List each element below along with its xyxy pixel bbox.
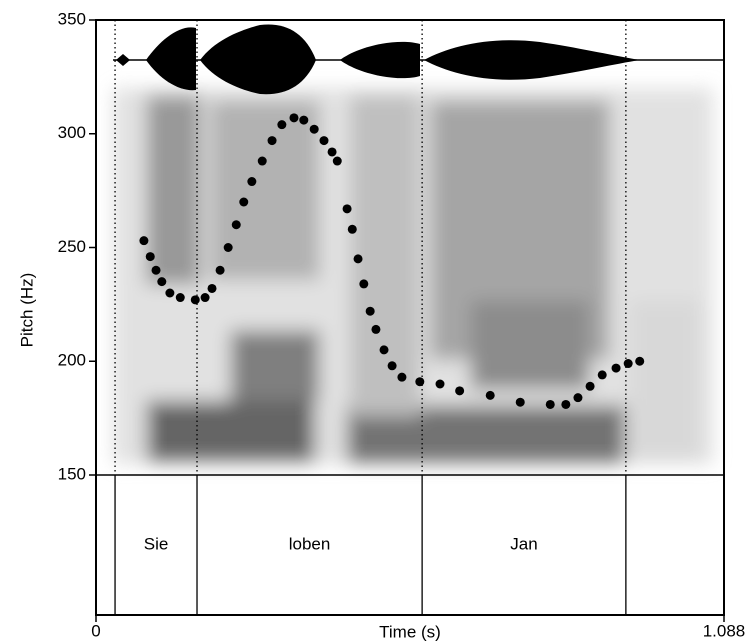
pitch-point <box>332 156 342 166</box>
pitch-point <box>415 377 425 387</box>
pitch-point <box>145 252 155 262</box>
pitch-point <box>353 254 363 264</box>
pitch-point <box>257 156 267 166</box>
pitch-point <box>207 283 217 293</box>
pitch-point <box>277 120 287 130</box>
pitch-point <box>190 295 200 305</box>
pitch-point <box>327 147 337 157</box>
pitch-point <box>215 265 225 275</box>
pitch-point <box>397 372 407 382</box>
pitch-point <box>139 236 149 246</box>
y-tick-label: 350 <box>58 9 86 28</box>
tier-label: loben <box>289 534 331 553</box>
pitch-point <box>342 204 352 214</box>
pitch-point <box>545 399 555 409</box>
pitch-point <box>157 277 167 287</box>
pitch-point <box>623 359 633 369</box>
spectrogram <box>113 88 713 464</box>
pitch-point <box>365 306 375 316</box>
pitch-point <box>515 397 525 407</box>
pitch-point <box>151 265 161 275</box>
waveform <box>113 24 724 95</box>
pitch-point <box>611 363 621 373</box>
pitch-point <box>359 279 369 289</box>
pitch-point <box>299 115 309 125</box>
pitch-point <box>267 136 277 146</box>
pitch-point <box>435 379 445 389</box>
y-axis-label: Pitch (Hz) <box>17 273 36 348</box>
pitch-point <box>561 399 571 409</box>
plot-frame <box>95 19 725 616</box>
pitch-point <box>585 381 595 391</box>
pitch-point <box>165 288 175 298</box>
pitch-point <box>347 224 357 234</box>
tier-label: Jan <box>510 534 537 553</box>
pitch-point <box>379 345 389 355</box>
pitch-point <box>223 243 233 252</box>
pitch-point <box>635 356 645 366</box>
tier-label: Sie <box>144 534 169 553</box>
pitch-point <box>175 293 185 303</box>
y-tick-label: 300 <box>58 123 86 142</box>
x-tick-label: 0 <box>91 621 100 640</box>
pitch-point <box>387 361 397 371</box>
pitch-point <box>455 386 465 396</box>
pitch-point <box>247 177 257 187</box>
pitch-point <box>231 220 241 230</box>
pitch-point <box>573 393 583 403</box>
pitch-point <box>239 197 249 207</box>
pitch-point <box>309 124 319 134</box>
y-tick-label: 250 <box>58 237 86 256</box>
x-axis-label: Time (s) <box>379 622 441 641</box>
pitch-point <box>371 324 381 334</box>
y-tick-label: 200 <box>58 351 86 370</box>
pitch-point <box>200 293 210 303</box>
y-tick-label: 150 <box>58 464 86 483</box>
pitch-point <box>289 113 299 123</box>
pitch-point <box>319 136 329 146</box>
pitch-point <box>597 370 607 380</box>
pitch-point <box>485 390 495 400</box>
x-tick-label: 1.088 <box>703 621 746 640</box>
